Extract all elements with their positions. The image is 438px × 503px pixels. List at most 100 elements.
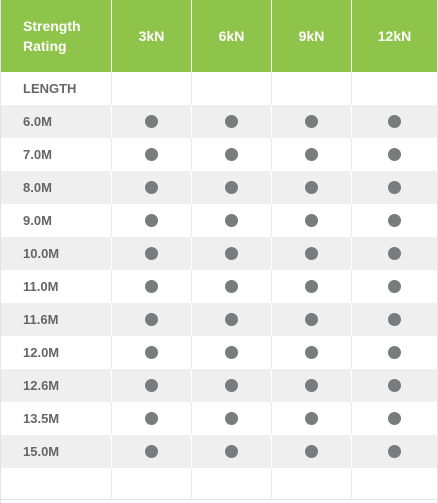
empty-cell	[191, 72, 271, 105]
availability-cell	[351, 336, 437, 369]
availability-cell	[351, 270, 437, 303]
available-dot-icon	[305, 313, 318, 326]
table-row: 8.0M	[1, 171, 437, 204]
availability-cell	[191, 204, 271, 237]
availability-cell	[271, 336, 351, 369]
available-dot-icon	[305, 214, 318, 227]
availability-cell	[111, 303, 191, 336]
availability-cell	[191, 336, 271, 369]
table-header-row: Strength Rating 3kN 6kN 9kN 12kN	[1, 0, 437, 72]
availability-cell	[111, 336, 191, 369]
table-row: 7.0M	[1, 138, 437, 171]
table-row: 12.0M	[1, 336, 437, 369]
length-value: 11.6M	[23, 312, 59, 327]
length-label: LENGTH	[23, 81, 77, 96]
availability-cell	[271, 402, 351, 435]
availability-cell	[351, 435, 437, 468]
available-dot-icon	[145, 313, 158, 326]
availability-cell	[191, 435, 271, 468]
availability-cell	[111, 435, 191, 468]
empty-cell	[111, 72, 191, 105]
availability-cell	[191, 303, 271, 336]
table-footer-space	[1, 468, 437, 500]
availability-cell	[191, 171, 271, 204]
table-row: 10.0M	[1, 237, 437, 270]
available-dot-icon	[145, 115, 158, 128]
available-dot-icon	[225, 247, 238, 260]
availability-cell	[271, 105, 351, 138]
availability-cell	[111, 270, 191, 303]
availability-cell	[351, 171, 437, 204]
availability-cell	[351, 369, 437, 402]
available-dot-icon	[388, 379, 401, 392]
available-dot-icon	[225, 379, 238, 392]
available-dot-icon	[388, 148, 401, 161]
available-dot-icon	[388, 280, 401, 293]
length-value: 8.0M	[23, 180, 52, 195]
available-dot-icon	[225, 313, 238, 326]
availability-cell	[191, 237, 271, 270]
length-value: 12.6M	[23, 378, 60, 393]
available-dot-icon	[305, 115, 318, 128]
available-dot-icon	[388, 313, 401, 326]
available-dot-icon	[388, 346, 401, 359]
availability-cell	[351, 402, 437, 435]
availability-cell	[271, 435, 351, 468]
available-dot-icon	[145, 412, 158, 425]
availability-cell	[271, 237, 351, 270]
column-header-6kn: 6kN	[191, 0, 271, 72]
available-dot-icon	[305, 280, 318, 293]
strength-rating-line2: Rating	[23, 38, 67, 54]
available-dot-icon	[388, 115, 401, 128]
available-dot-icon	[388, 214, 401, 227]
empty-cell	[351, 72, 437, 105]
table-row: 11.0M	[1, 270, 437, 303]
availability-cell	[191, 138, 271, 171]
available-dot-icon	[145, 445, 158, 458]
available-dot-icon	[145, 379, 158, 392]
available-dot-icon	[145, 346, 158, 359]
availability-cell	[111, 138, 191, 171]
available-dot-icon	[225, 181, 238, 194]
available-dot-icon	[225, 280, 238, 293]
available-dot-icon	[305, 445, 318, 458]
available-dot-icon	[225, 115, 238, 128]
available-dot-icon	[388, 181, 401, 194]
availability-cell	[271, 171, 351, 204]
length-value: 10.0M	[23, 246, 60, 261]
available-dot-icon	[305, 346, 318, 359]
table-row: 6.0M	[1, 105, 437, 138]
available-dot-icon	[305, 412, 318, 425]
table-row: 11.6M	[1, 303, 437, 336]
length-value: 13.5M	[23, 411, 60, 426]
availability-cell	[191, 105, 271, 138]
column-header-3kn: 3kN	[111, 0, 191, 72]
table-row: 9.0M	[1, 204, 437, 237]
availability-cell	[111, 204, 191, 237]
availability-cell	[191, 270, 271, 303]
column-header-12kn: 12kN	[351, 0, 437, 72]
available-dot-icon	[305, 148, 318, 161]
availability-cell	[351, 105, 437, 138]
availability-cell	[271, 138, 351, 171]
table-body: 6.0M 7.0M 8.0M 9.0M 10.0M 11.0M 11.6M 12.0M 12.6…	[1, 105, 437, 468]
table-row: 12.6M	[1, 369, 437, 402]
length-value: 9.0M	[23, 213, 52, 228]
strength-rating-header: Strength Rating	[1, 0, 111, 72]
available-dot-icon	[145, 214, 158, 227]
availability-cell	[271, 204, 351, 237]
length-value: 12.0M	[23, 345, 60, 360]
available-dot-icon	[225, 445, 238, 458]
availability-cell	[271, 270, 351, 303]
availability-cell	[351, 303, 437, 336]
available-dot-icon	[305, 379, 318, 392]
table-row: 15.0M	[1, 435, 437, 468]
length-value: 6.0M	[23, 114, 52, 129]
availability-cell	[111, 237, 191, 270]
empty-cell	[111, 468, 191, 499]
available-dot-icon	[388, 445, 401, 458]
length-value: 11.0M	[23, 279, 59, 294]
available-dot-icon	[225, 346, 238, 359]
strength-rating-line1: Strength	[23, 18, 81, 34]
